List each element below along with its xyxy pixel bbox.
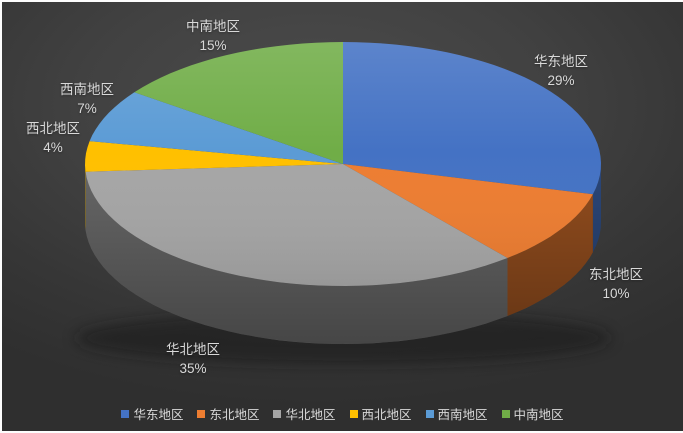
slice-label-2: 华北地区 35%: [166, 340, 220, 378]
slice-label-value: 15%: [199, 38, 227, 53]
legend-swatch-icon: [197, 409, 206, 418]
legend-item-2: 华北地区: [273, 404, 336, 423]
slice-label-0: 华东地区 29%: [534, 52, 588, 90]
slice-label-value: 10%: [602, 286, 630, 301]
legend-swatch-icon: [425, 409, 434, 418]
legend-label: 东北地区: [209, 408, 260, 422]
slice-label-value: 4%: [43, 140, 63, 155]
pie-side-shading: [85, 164, 601, 344]
legend-label: 中南地区: [513, 408, 564, 422]
legend-swatch-icon: [121, 409, 130, 418]
legend-item-3: 西北地区: [349, 404, 412, 423]
slice-label-4: 西南地区 7%: [60, 80, 114, 118]
legend-item-4: 西南地区: [425, 404, 488, 423]
legend-label: 华东地区: [133, 408, 184, 422]
legend-label: 西北地区: [361, 408, 412, 422]
slice-label-value: 35%: [179, 361, 207, 376]
legend-swatch-icon: [349, 409, 358, 418]
slice-label-value: 29%: [547, 73, 575, 88]
slice-label-1: 东北地区 10%: [589, 265, 643, 303]
slice-label-5: 中南地区 15%: [186, 17, 240, 55]
legend-item-1: 东北地区: [197, 404, 259, 423]
slice-label-value: 7%: [77, 101, 97, 116]
slice-label-name: 华北地区: [166, 342, 220, 357]
slice-label-name: 西南地区: [60, 82, 114, 97]
legend-label: 华北地区: [285, 408, 336, 422]
slice-label-name: 西北地区: [26, 121, 80, 136]
slice-label-name: 华东地区: [534, 54, 588, 69]
legend-swatch-icon: [273, 409, 282, 418]
legend-item-5: 中南地区: [501, 404, 564, 423]
slice-label-name: 东北地区: [589, 267, 643, 282]
slice-label-name: 中南地区: [186, 19, 240, 34]
legend-item-0: 华东地区: [121, 404, 183, 423]
legend-label: 西南地区: [437, 408, 488, 422]
legend-swatch-icon: [501, 409, 510, 418]
pie-top-lighting: [85, 42, 601, 286]
slice-label-3: 西北地区 4%: [26, 119, 80, 157]
chart-legend: 华东地区 东北地区 华北地区 西北地区 西南地区 中南地区: [2, 404, 683, 423]
